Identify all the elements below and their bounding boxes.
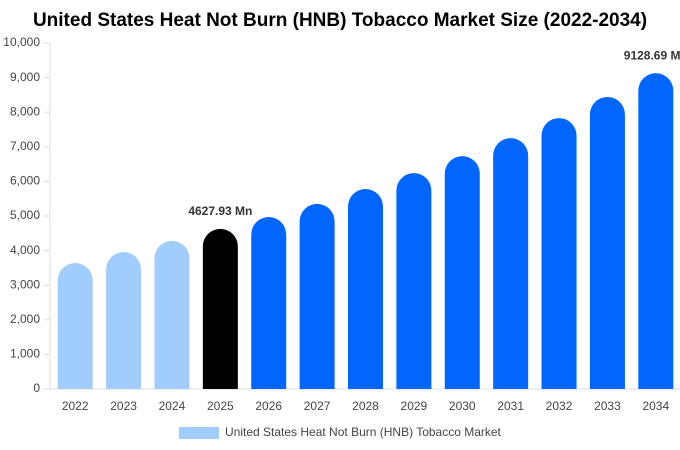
x-tick-label: 2030 — [449, 399, 476, 413]
y-tick-label: 8,000 — [10, 104, 40, 118]
x-tick-label: 2026 — [255, 399, 282, 413]
bar — [348, 189, 383, 389]
legend-swatch — [179, 427, 219, 439]
bar — [396, 173, 432, 389]
y-tick-label: 9,000 — [10, 70, 40, 84]
x-tick-label: 2029 — [401, 399, 428, 413]
value-label: 4627.93 Mn — [188, 204, 252, 218]
x-tick-label: 2022 — [62, 399, 89, 413]
bar — [57, 263, 93, 389]
y-tick-label: 2,000 — [10, 312, 40, 326]
bar — [106, 251, 142, 389]
x-tick-label: 2027 — [304, 399, 331, 413]
legend-label: United States Heat Not Burn (HNB) Tobacc… — [225, 425, 502, 439]
y-tick-label: 4,000 — [10, 243, 40, 257]
bar — [589, 96, 625, 389]
y-tick-label: 10,000 — [3, 35, 40, 49]
x-tick-label: 2025 — [207, 399, 234, 413]
y-tick-label: 7,000 — [10, 139, 40, 153]
bar — [541, 118, 577, 389]
bar — [444, 156, 480, 389]
x-tick-label: 2024 — [159, 399, 186, 413]
bar — [638, 73, 674, 389]
bar — [493, 138, 529, 389]
x-tick-label: 2033 — [594, 399, 621, 413]
bar — [202, 228, 238, 389]
y-tick-label: 5,000 — [10, 208, 40, 222]
y-tick-label: 6,000 — [10, 174, 40, 188]
x-tick-label: 2032 — [546, 399, 573, 413]
x-tick-label: 2028 — [352, 399, 379, 413]
y-tick-label: 3,000 — [10, 277, 40, 291]
x-tick-label: 2034 — [642, 399, 669, 413]
bar — [299, 203, 335, 389]
chart-title: United States Heat Not Burn (HNB) Tobacc… — [33, 10, 647, 31]
value-label: 9128.69 Mn — [624, 48, 680, 62]
bar — [251, 217, 287, 389]
bar — [154, 240, 190, 389]
y-tick-label: 0 — [33, 381, 40, 395]
x-tick-label: 2023 — [110, 399, 137, 413]
y-tick-label: 1,000 — [10, 347, 40, 361]
x-tick-label: 2031 — [497, 399, 524, 413]
